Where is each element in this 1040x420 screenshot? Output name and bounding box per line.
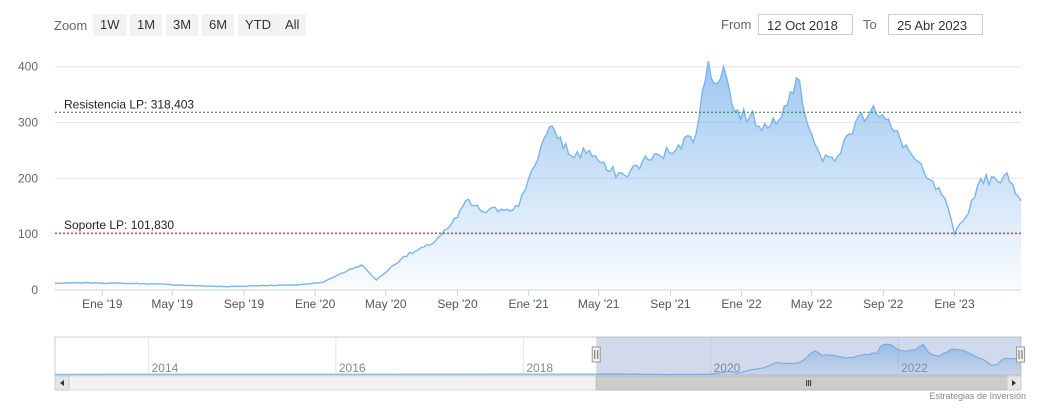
- zoom-label: Zoom: [54, 18, 88, 33]
- x-tick-label-3: Ene '20: [295, 297, 336, 311]
- x-tick-label-1: May '19: [151, 297, 193, 311]
- navigator-handle-right[interactable]: [1016, 346, 1025, 363]
- support-label: Soporte LP: 101,830: [64, 218, 174, 232]
- arrow-right-icon: [1012, 380, 1016, 386]
- x-tick-label-2: Sep '19: [224, 297, 265, 311]
- x-tick-label-0: Ene '19: [82, 297, 123, 311]
- x-tick-label-8: Sep '21: [650, 297, 691, 311]
- navigator-year-2018: 2018: [526, 361, 553, 375]
- navigator-year-2016: 2016: [339, 361, 366, 375]
- from-label: From: [721, 17, 752, 32]
- y-axis: 0 100 200 300 400: [18, 60, 38, 297]
- zoom-6m-button[interactable]: 6M: [202, 14, 235, 36]
- x-tick-label-10: May '22: [791, 297, 833, 311]
- x-tick-label-5: Sep '20: [437, 297, 478, 311]
- x-tick-label-12: Ene '23: [934, 297, 975, 311]
- navigator-handle-left[interactable]: [591, 346, 601, 363]
- navigator-year-2020: 2020: [714, 361, 741, 375]
- credit-text: Estrategias de Inversión: [929, 391, 1026, 401]
- zoom-1w-button[interactable]: 1W: [93, 14, 127, 36]
- to-label: To: [863, 17, 877, 32]
- zoom-all-button[interactable]: All: [278, 14, 307, 36]
- x-tick-label-11: Sep '22: [863, 297, 904, 311]
- navigator-year-2014: 2014: [152, 361, 179, 375]
- series-line: [54, 61, 1022, 288]
- y-tick-label-200: 200: [18, 171, 38, 185]
- support-resistance-lines: Resistencia LP: 318,403 Soporte LP: 101,8…: [55, 97, 1021, 234]
- zoom-3m-button[interactable]: 3M: [166, 14, 199, 36]
- y-tick-label-300: 300: [18, 116, 38, 130]
- zoom-ytd-button[interactable]: YTD: [238, 14, 278, 36]
- x-tick-label-9: Ene '22: [721, 297, 762, 311]
- y-tick-label-0: 0: [31, 283, 38, 297]
- x-tick-label-6: Ene '21: [509, 297, 550, 311]
- navigator-selected-range[interactable]: [596, 337, 1021, 375]
- x-tick-label-7: May '21: [578, 297, 620, 311]
- scrollbar[interactable]: [54, 375, 1022, 391]
- series-area-fill: [55, 61, 1021, 291]
- x-tick-label-4: May '20: [365, 297, 407, 311]
- y-tick-label-100: 100: [18, 227, 38, 241]
- range-selector-toolbar: Zoom 1W 1M 3M 6M YTD All From 12 Oct 201…: [0, 0, 1040, 50]
- series-price: [54, 61, 1022, 291]
- from-date-input[interactable]: 12 Oct 2018: [758, 14, 853, 35]
- navigator[interactable]: 20142016201820202022: [54, 336, 1025, 376]
- x-axis: Ene '19 May '19 Sep '19 Ene '20 May '20 Sep '…: [55, 289, 1021, 311]
- y-tick-label-400: 400: [18, 60, 38, 74]
- navigator-line: [54, 343, 1022, 375]
- zoom-1m-button[interactable]: 1M: [130, 14, 163, 36]
- to-date-input[interactable]: 25 Abr 2023: [888, 14, 983, 35]
- arrow-left-icon: [60, 380, 64, 386]
- resistance-label: Resistencia LP: 318,403: [64, 97, 194, 111]
- navigator-area: [55, 344, 1021, 375]
